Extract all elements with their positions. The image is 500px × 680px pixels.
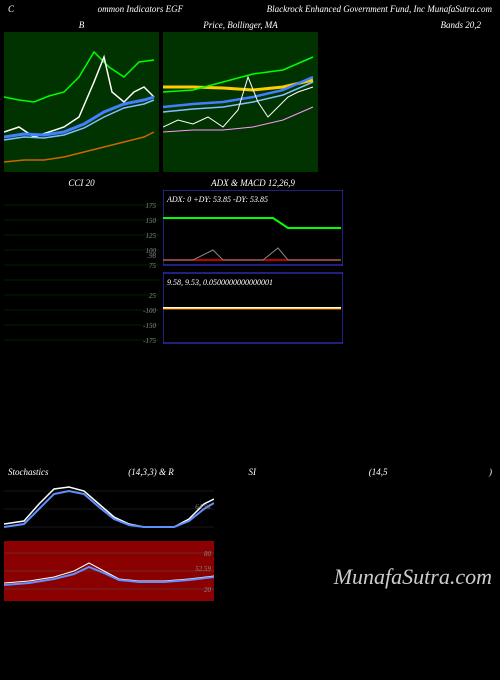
- stoch-lbl: ): [489, 467, 492, 477]
- svg-text:9.58, 9.53, 0.05000000000000: 9.58, 9.53, 0.0500000000000001: [167, 278, 273, 287]
- chart-adx-macd: ADX & MACD 12,26,9 ADX: 0 +DY: 53.85 -DY…: [163, 176, 343, 345]
- page-header: C ommon Indicators EGF Blackrock Enhance…: [0, 0, 500, 18]
- svg-text:-100: -100: [143, 307, 156, 315]
- chart-title: CCI 20: [4, 176, 159, 190]
- svg-text:80: 80: [204, 550, 212, 558]
- svg-text:.98: .98: [147, 252, 156, 260]
- stoch-top-svg: 64.91: [4, 479, 214, 539]
- svg-text:ADX: 0 +DY: 53.85 -DY: 53.85: ADX: 0 +DY: 53.85 -DY: 53.85: [166, 195, 268, 204]
- svg-text:25: 25: [149, 292, 157, 300]
- stoch-lbl: Stochastics: [8, 467, 128, 477]
- svg-text:-175: -175: [143, 337, 156, 345]
- hdr-mid1: ommon Indicators EGF: [98, 4, 184, 14]
- chart-price-ma: Price, Bollinger, MA: [163, 18, 318, 172]
- svg-text:175: 175: [146, 202, 157, 210]
- chart-svg: [163, 32, 318, 172]
- svg-text:125: 125: [146, 232, 157, 240]
- chart-row-2: CCI 20 1751501251007525-100-150-175.98 A…: [0, 176, 500, 345]
- chart-cci: CCI 20 1751501251007525-100-150-175.98: [4, 176, 159, 345]
- svg-text:64.91: 64.91: [195, 503, 211, 511]
- stoch-bot-svg: 80 20 52.59: [4, 541, 214, 601]
- chart-title: ADX & MACD 12,26,9: [163, 176, 343, 190]
- stoch-lbl: (14,3,3) & R: [128, 467, 248, 477]
- chart-bollinger-1: B: [4, 18, 159, 172]
- chart-svg: ADX: 0 +DY: 53.85 -DY: 53.85 9.58, 9.53, …: [163, 190, 343, 345]
- chart-title: B: [4, 18, 159, 32]
- hdr-left: C: [8, 4, 14, 14]
- stoch-lbl: (14,5: [369, 467, 489, 477]
- svg-text:52.59: 52.59: [195, 565, 211, 573]
- svg-text:150: 150: [146, 217, 157, 225]
- chart-svg: [4, 32, 159, 172]
- chart-title: Bands 20,2: [322, 18, 496, 32]
- svg-text:75: 75: [149, 262, 157, 270]
- chart-row-1: B Price, Bollinger, MA Bands 20,2: [0, 18, 500, 172]
- chart-title: Price, Bollinger, MA: [163, 18, 318, 32]
- svg-text:20: 20: [204, 586, 212, 594]
- chart-bands-label: Bands 20,2: [322, 18, 496, 172]
- watermark: MunafaSutra.com: [334, 564, 492, 590]
- chart-svg: 1751501251007525-100-150-175.98: [4, 190, 159, 345]
- hdr-mid2: Blackrock Enhanced Government Fund, Inc …: [267, 4, 492, 14]
- stoch-header: Stochastics (14,3,3) & R SI (14,5 ): [0, 465, 500, 479]
- svg-text:-150: -150: [143, 322, 156, 330]
- stoch-lbl: SI: [249, 467, 369, 477]
